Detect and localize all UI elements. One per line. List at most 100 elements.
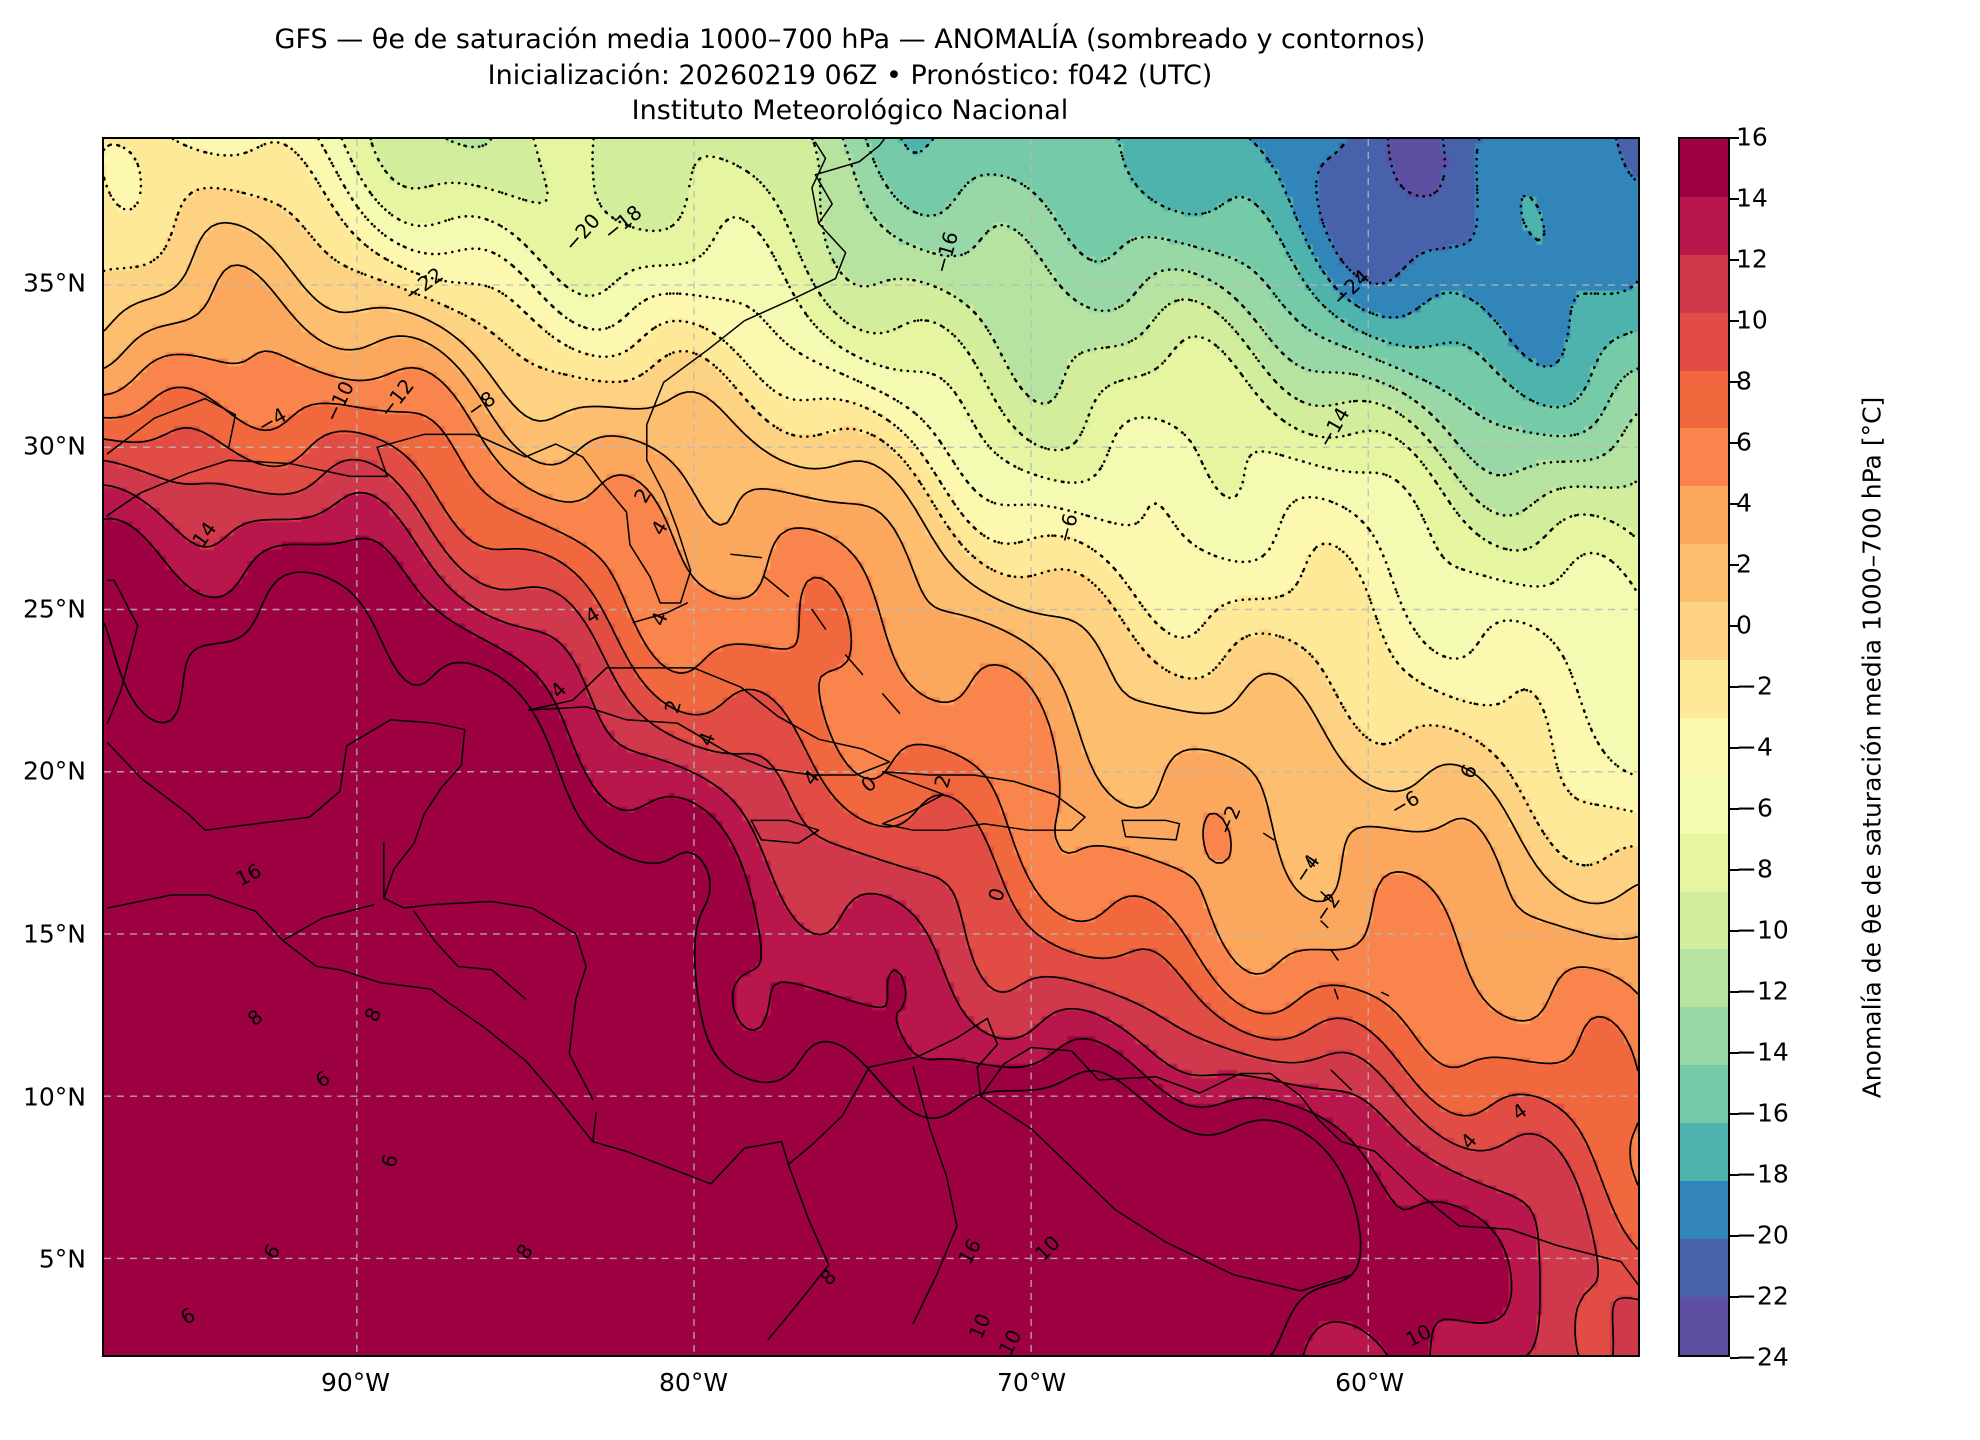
- colorbar-tick-6: 6: [1736, 427, 1752, 457]
- contour-label: 4: [646, 516, 673, 539]
- coastline: [767, 1163, 830, 1341]
- contour-label: 2: [929, 772, 956, 791]
- coastline: [1380, 991, 1390, 997]
- contour-positive-12: [104, 484, 1541, 1355]
- svg-text:4: 4: [545, 677, 571, 703]
- coastline: [787, 1017, 1638, 1286]
- colorbar-tick-mark: [1730, 320, 1739, 322]
- contour-negative--12: [445, 139, 1638, 517]
- coastline: [1263, 832, 1275, 841]
- map-plot-area: −22 −20 −18 −16 −24 −14 −12 −10 −8 −4 −6 14 2 4 4 4 4 2 4 4…: [102, 137, 1640, 1357]
- svg-text:10: 10: [964, 1310, 996, 1343]
- contour-label: −22: [400, 262, 448, 306]
- y-tick-35°N: 35°N: [22, 268, 86, 298]
- svg-text:2: 2: [660, 697, 687, 716]
- colorbar-tick--22: −22: [1736, 1281, 1789, 1311]
- colorbar-segment: [1680, 428, 1728, 487]
- coastline: [281, 904, 375, 942]
- colorbar-segment: [1680, 833, 1728, 892]
- colorbar-tick-mark: [1730, 381, 1739, 383]
- colorbar-tick-mark: [1730, 1296, 1739, 1298]
- contour-label: 6: [258, 1240, 285, 1264]
- svg-text:0: 0: [856, 771, 881, 798]
- svg-text:−2: −2: [1309, 889, 1345, 927]
- colorbar-tick-mark: [1730, 686, 1739, 688]
- colorbar-segment: [1680, 486, 1728, 545]
- contour-negative--16: [864, 139, 1638, 438]
- contour-label: 2: [660, 697, 687, 716]
- contour-label: −16: [929, 229, 963, 276]
- contour-label: −14: [1313, 403, 1355, 451]
- figure-credit: Instituto Meteorológico Nacional: [631, 95, 1069, 127]
- colorbar-tick--8: −8: [1736, 854, 1773, 884]
- svg-text:4: 4: [798, 765, 825, 790]
- colorbar-tick-mark: [1730, 625, 1739, 627]
- colorbar-tick-16: 16: [1736, 122, 1768, 152]
- colorbar-segment: [1680, 139, 1728, 197]
- colorbar-segment: [1680, 1065, 1728, 1124]
- colorbar-tick--16: −16: [1736, 1098, 1789, 1128]
- contour-label: 6: [1455, 760, 1482, 782]
- colorbar-tick-mark: [1730, 747, 1739, 749]
- contour-positive-8: [104, 426, 1638, 1250]
- contour-positive-4: [104, 350, 1638, 1022]
- colorbar-tick--12: −12: [1736, 976, 1789, 1006]
- svg-text:10: 10: [1030, 1231, 1065, 1266]
- colorbar-segment: [1680, 1238, 1728, 1297]
- contour-label: 4: [545, 677, 571, 703]
- colorbar-tick--10: −10: [1736, 915, 1789, 945]
- colorbar-segment: [1680, 717, 1728, 776]
- svg-text:16: 16: [953, 1235, 986, 1269]
- colorbar-segment: [1680, 370, 1728, 429]
- figure-title-block: GFS — θe de saturación media 1000–700 hP…: [0, 22, 1700, 129]
- contour-label: 16: [232, 858, 266, 891]
- coastline: [844, 654, 864, 676]
- colorbar-tick--4: −4: [1736, 732, 1773, 762]
- figure-title: GFS — θe de saturación media 1000–700 hP…: [274, 24, 1426, 55]
- svg-text:−14: −14: [1313, 403, 1355, 451]
- contour-label: 10: [1030, 1231, 1065, 1266]
- coastline: [413, 910, 527, 1000]
- colorbar-tick-mark: [1730, 1357, 1739, 1359]
- svg-text:4: 4: [1507, 1098, 1531, 1125]
- coastline: [764, 576, 790, 598]
- coastline: [1330, 949, 1339, 961]
- colorbar-segment: [1680, 544, 1728, 603]
- contour-positive-2: [104, 264, 1638, 941]
- colorbar[interactable]: [1678, 137, 1730, 1357]
- colorbar-label-text: Anomalía de θe de saturación media 1000–…: [1857, 396, 1887, 1098]
- coastline: [106, 894, 790, 1185]
- contour-label: 8: [359, 1004, 386, 1026]
- svg-text:−2: −2: [1212, 802, 1245, 838]
- contour-label: 0: [856, 771, 881, 798]
- contour-label: 6: [176, 1302, 199, 1329]
- colorbar-segment: [1680, 1296, 1728, 1355]
- coastline: [106, 139, 886, 604]
- coastline: [1330, 1069, 1353, 1091]
- contour-label: −24: [1327, 264, 1374, 310]
- svg-text:2: 2: [629, 484, 656, 507]
- svg-text:4: 4: [646, 516, 673, 539]
- colorbar-segment: [1680, 1123, 1728, 1182]
- svg-text:−22: −22: [400, 262, 448, 306]
- contour-label: −12: [374, 374, 419, 422]
- contour-label: 8: [511, 1239, 538, 1263]
- contour-negative--6: [317, 139, 1638, 778]
- colorbar-tick-0: 0: [1736, 610, 1752, 640]
- contour-label: −6: [1052, 511, 1083, 546]
- y-tick-10°N: 10°N: [22, 1082, 86, 1112]
- svg-text:−4: −4: [253, 403, 290, 439]
- contour-label: −4: [1289, 850, 1325, 888]
- colorbar-tick-mark: [1730, 1052, 1739, 1054]
- colorbar-segment: [1680, 602, 1728, 661]
- svg-text:14: 14: [187, 517, 221, 552]
- coastline: [632, 602, 689, 624]
- x-tick-60°W: 60°W: [1335, 1368, 1405, 1397]
- colorbar-tick--6: −6: [1736, 793, 1773, 823]
- colorbar-tick-mark: [1730, 1174, 1739, 1176]
- coastline: [1333, 988, 1339, 1000]
- colorbar-segment: [1680, 1181, 1728, 1239]
- contour-label: 4: [798, 765, 825, 790]
- contour-negative--10: [369, 139, 1638, 552]
